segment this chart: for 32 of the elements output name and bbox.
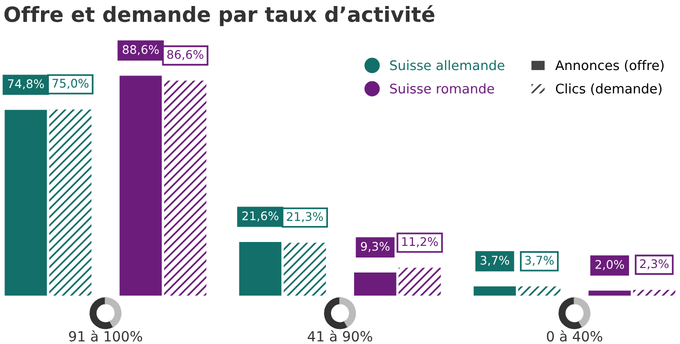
chart-title: Offre et demande par taux d’activité bbox=[4, 5, 434, 26]
data-label: 9,3% bbox=[360, 242, 390, 252]
x-tick-label: 41 à 90% bbox=[308, 330, 372, 342]
data-label: 11,2% bbox=[402, 237, 438, 248]
bar bbox=[474, 286, 516, 296]
data-label: 21,3% bbox=[286, 212, 323, 222]
bar bbox=[588, 290, 631, 296]
legend-label: Suisse allemande bbox=[390, 60, 504, 70]
x-tick-label: 0 à 40% bbox=[546, 330, 602, 342]
bar bbox=[354, 272, 396, 296]
data-label: 75,0% bbox=[52, 78, 88, 89]
x-tick-label: 91 à 100% bbox=[69, 330, 142, 342]
data-label: 21,6% bbox=[242, 211, 278, 222]
bar bbox=[120, 76, 162, 296]
data-label: 3,7% bbox=[525, 256, 554, 266]
data-label: 2,3% bbox=[640, 259, 669, 270]
bar bbox=[4, 110, 47, 296]
bar bbox=[239, 242, 282, 296]
bar bbox=[164, 80, 206, 296]
bar bbox=[398, 268, 441, 296]
bar bbox=[518, 286, 560, 296]
annotation: Clics (demande) bbox=[556, 83, 662, 96]
data-label: 2,0% bbox=[596, 260, 624, 270]
data-label: 88,6% bbox=[122, 45, 159, 56]
text: Annonces (offre) bbox=[555, 60, 664, 72]
bar bbox=[633, 290, 676, 296]
bar bbox=[284, 242, 326, 296]
legend-label: Suisse romande bbox=[390, 83, 494, 94]
data-label: 3,7% bbox=[480, 256, 510, 266]
bar bbox=[49, 109, 92, 296]
data-label: 74,8% bbox=[8, 79, 44, 90]
data-label: 86,6% bbox=[167, 50, 204, 60]
